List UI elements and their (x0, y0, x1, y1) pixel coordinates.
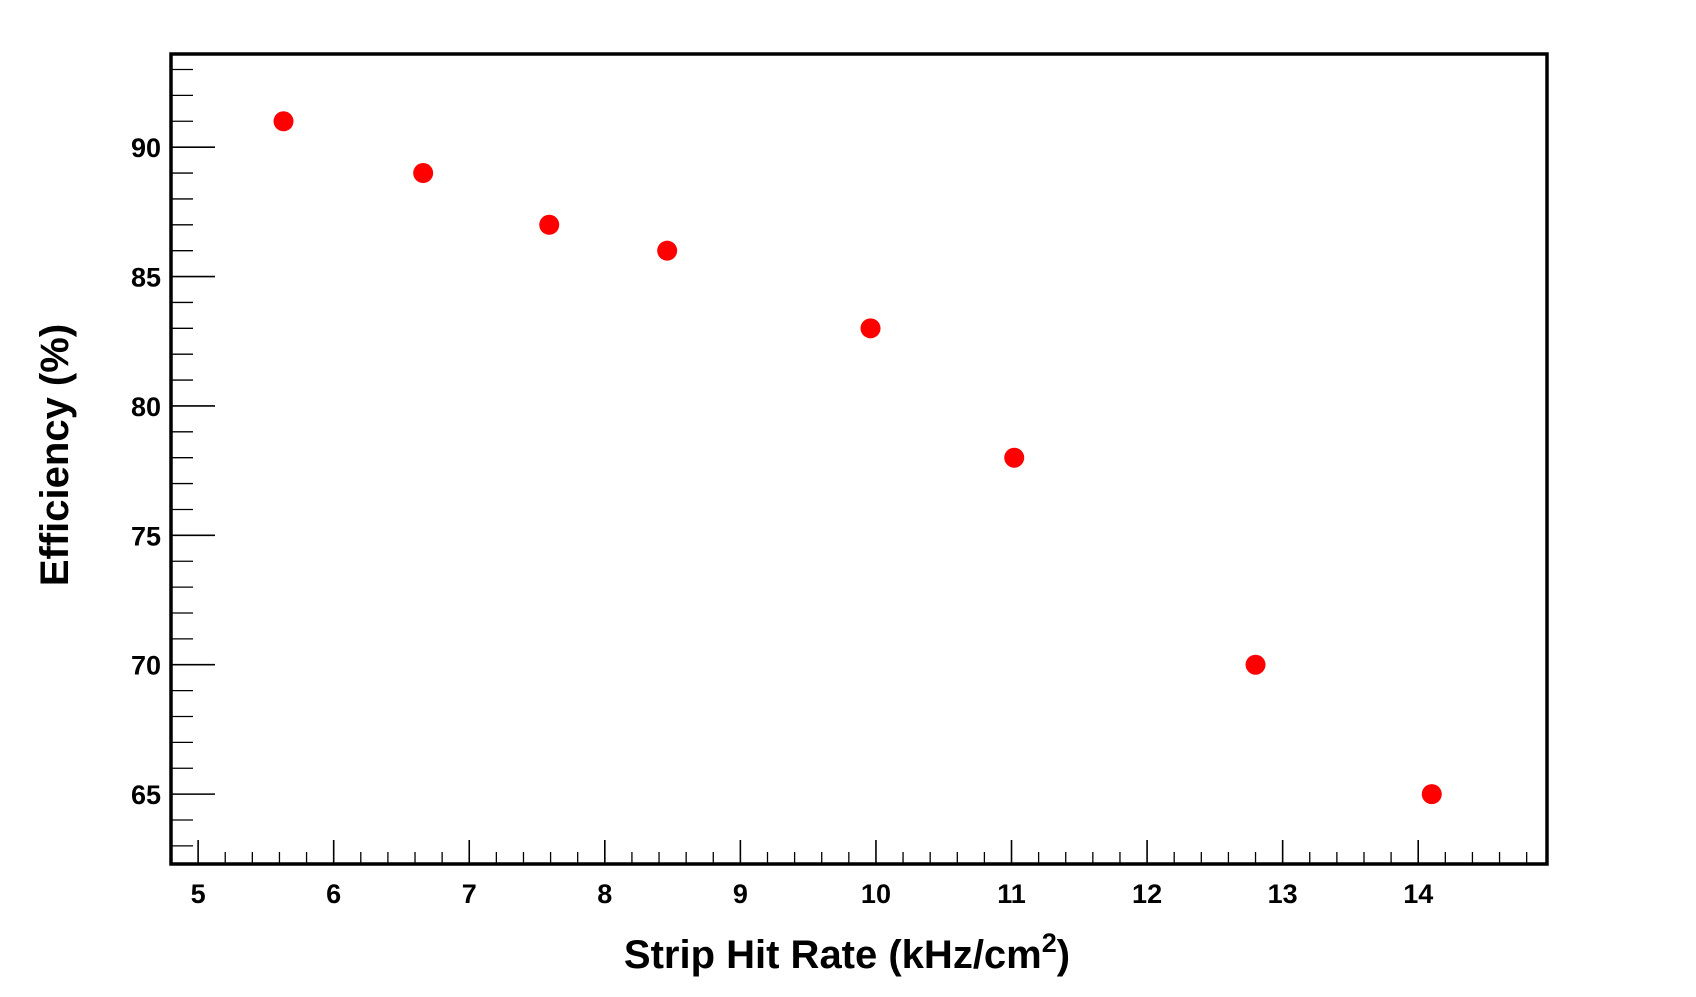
x-axis-title-text: Strip Hit Rate (kHz/cm (624, 933, 1042, 977)
x-tick-label: 5 (191, 879, 206, 909)
x-tick-label: 6 (326, 879, 341, 909)
data-point (1245, 654, 1266, 675)
y-tick-label: 80 (131, 392, 161, 422)
y-tick-label: 65 (131, 780, 161, 810)
x-tick-label: 12 (1132, 879, 1162, 909)
y-tick-label: 90 (131, 133, 161, 163)
data-point (860, 318, 881, 339)
x-axis-title: Strip Hit Rate (kHz/cm2) (624, 928, 1070, 977)
x-tick-label: 9 (733, 879, 748, 909)
x-tick-label: 10 (861, 879, 891, 909)
x-tick-label: 14 (1403, 879, 1433, 909)
y-tick-label: 75 (131, 521, 161, 551)
axis-ticks (170, 68, 1528, 864)
data-point (273, 111, 294, 132)
x-tick-label: 13 (1268, 879, 1298, 909)
data-point (657, 240, 678, 261)
x-tick-label: 7 (462, 879, 477, 909)
tick-labels: 5 6 7 8 9 10 11 12 13 14 65 70 75 80 85 90 (131, 133, 1433, 909)
x-axis-title-suffix: ) (1057, 933, 1070, 977)
x-tick-label: 8 (597, 879, 612, 909)
data-point (1004, 447, 1025, 468)
x-tick-label: 11 (997, 879, 1026, 909)
data-point (539, 214, 560, 235)
data-points (273, 111, 1442, 805)
y-axis-title: Efficiency (%) (33, 324, 77, 586)
plot-frame (169, 52, 1549, 866)
y-tick-label: 70 (131, 651, 161, 681)
data-point (1421, 784, 1442, 805)
y-tick-label: 85 (131, 263, 161, 293)
x-axis-title-superscript: 2 (1042, 928, 1057, 958)
data-point (413, 163, 434, 184)
